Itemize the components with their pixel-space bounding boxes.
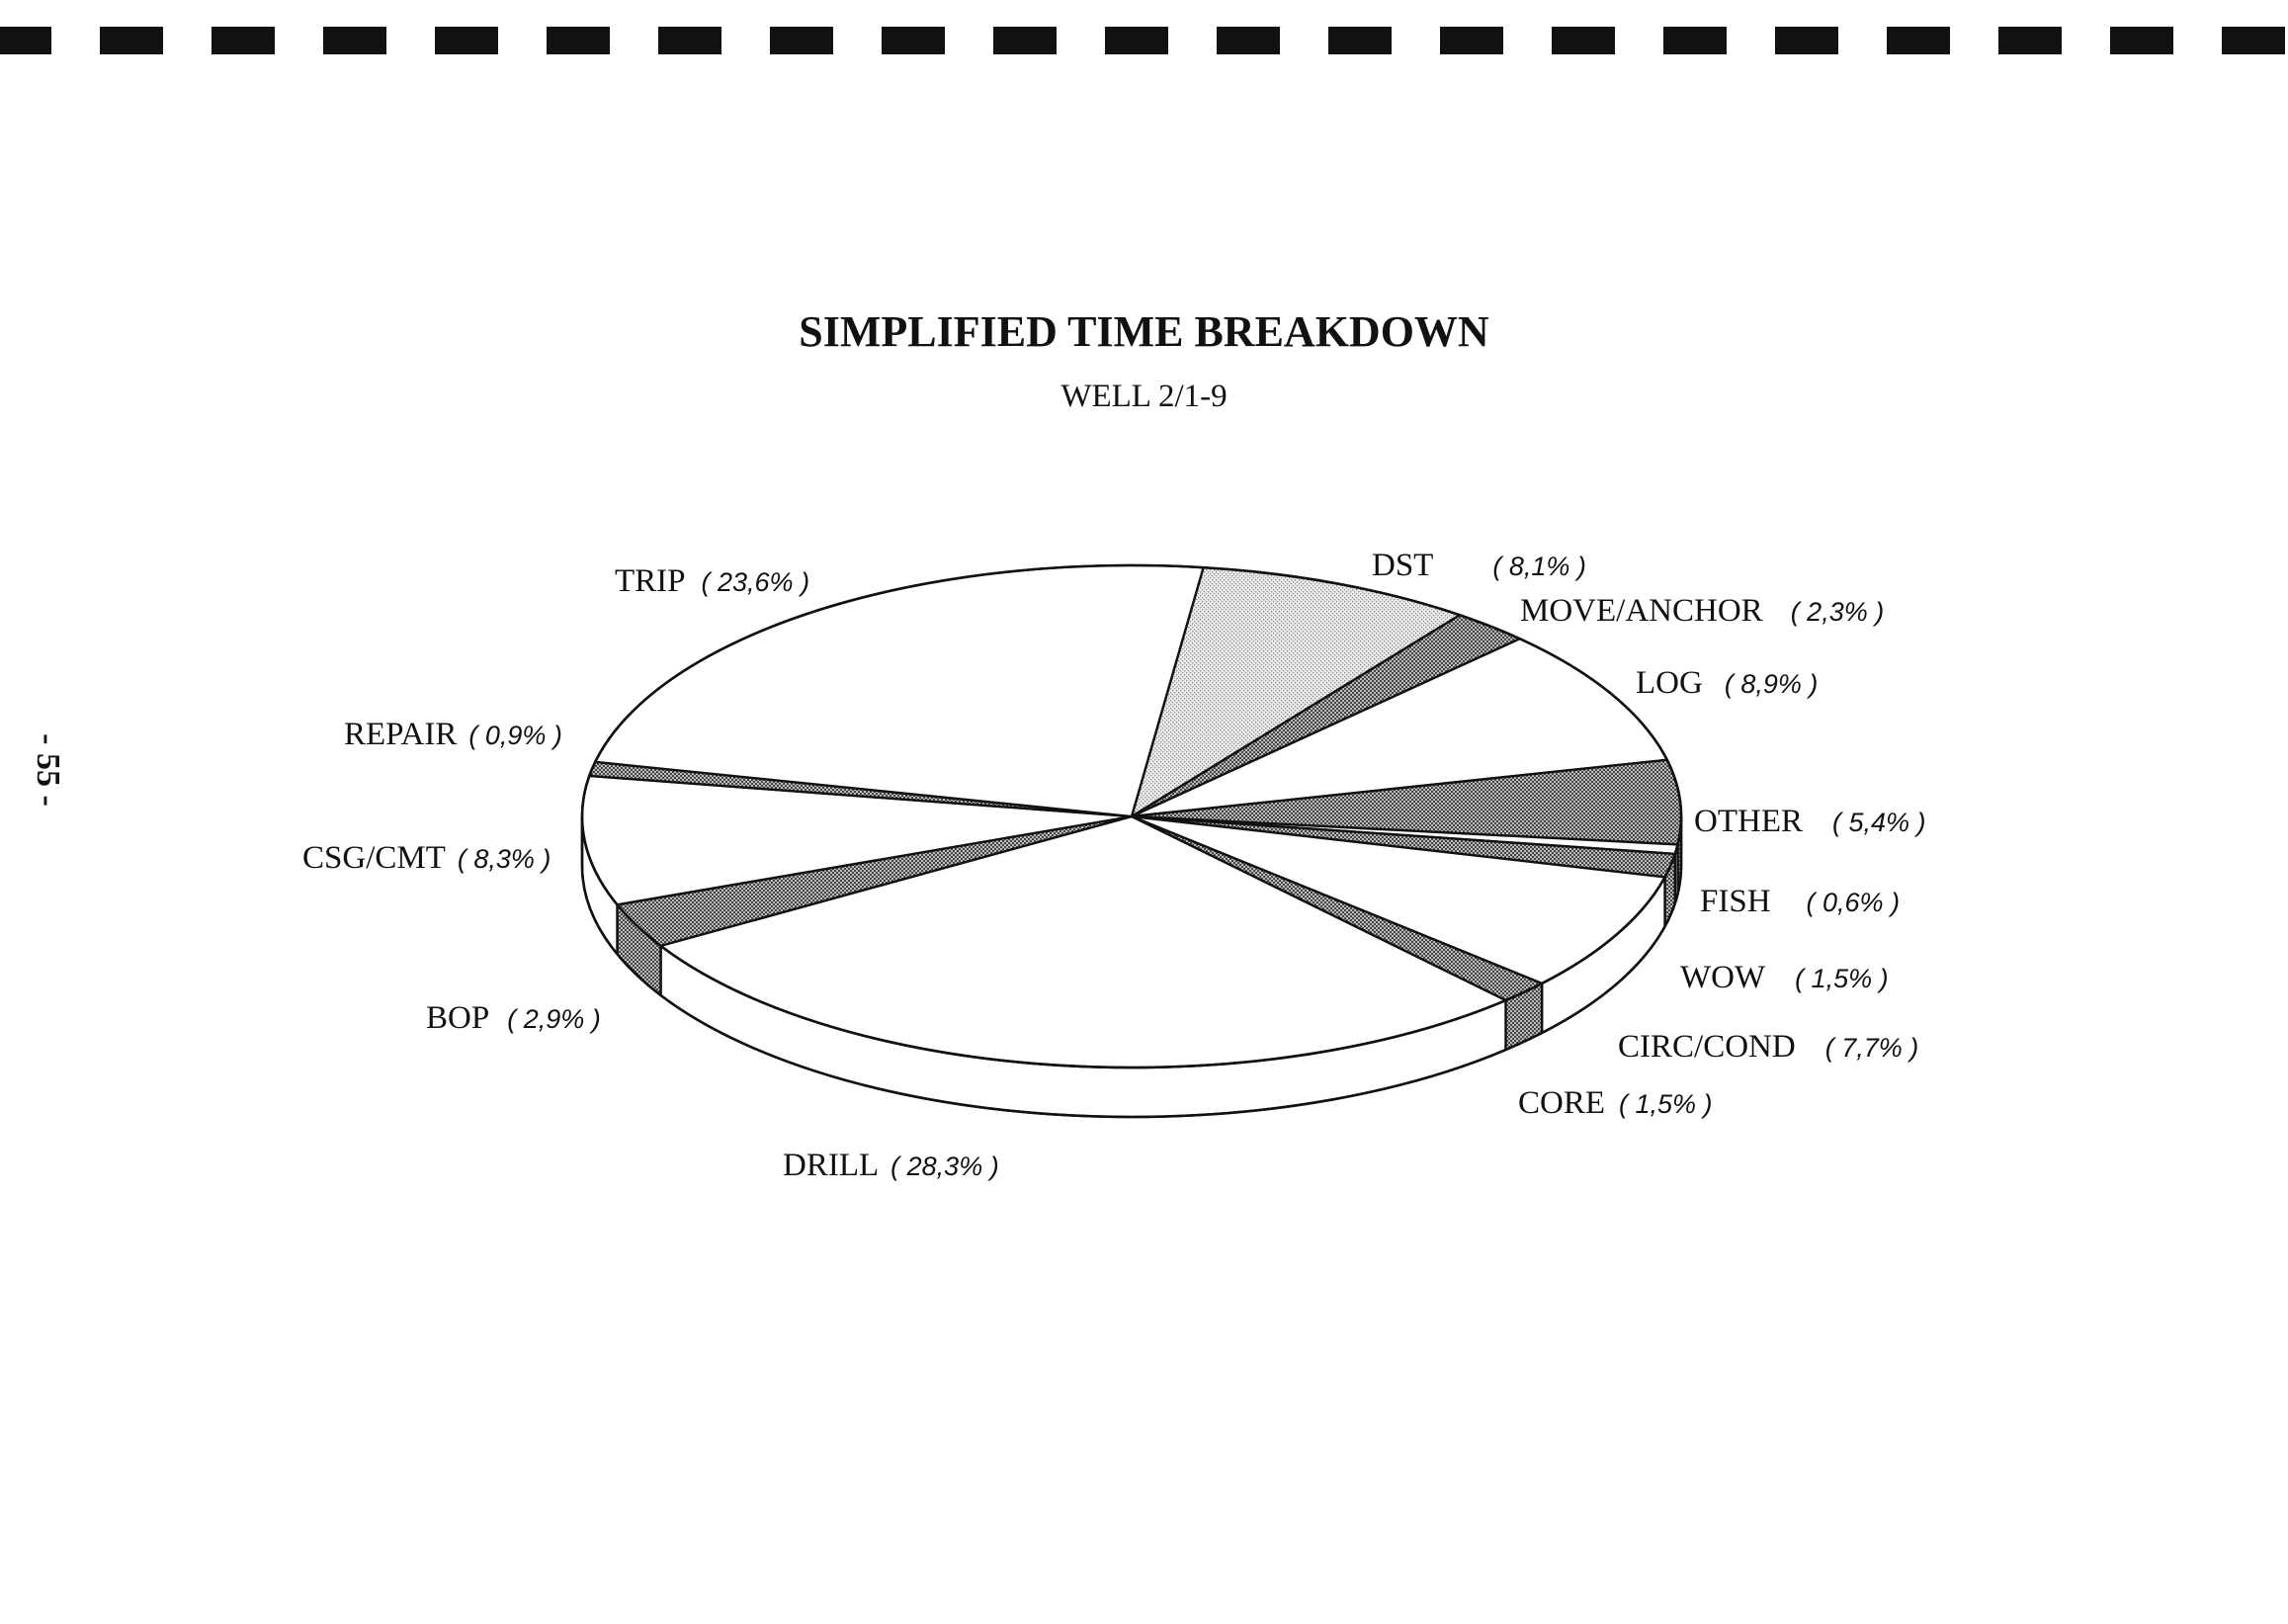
perforation-dash <box>1887 27 1950 54</box>
slice-label-circ-cond: CIRC/COND ( 7,7% ) <box>1618 1029 1918 1065</box>
slice-name: DRILL <box>783 1148 879 1183</box>
perforation-dash <box>1105 27 1168 54</box>
perforation-dash <box>882 27 945 54</box>
perforation-dash <box>0 27 51 54</box>
perforation-dash <box>2110 27 2173 54</box>
perforation-dash <box>658 27 721 54</box>
perforation-dash <box>435 27 498 54</box>
chart-subtitle: WELL 2/1-9 <box>1060 379 1228 414</box>
perforation-dash <box>1217 27 1280 54</box>
slice-name: OTHER <box>1694 804 1803 839</box>
slice-percentage: ( 5,4% ) <box>1832 808 1926 837</box>
slice-label-trip: TRIP ( 23,6% ) <box>615 563 809 599</box>
perforation-dash <box>1440 27 1503 54</box>
perforation-dash <box>1775 27 1838 54</box>
perforation-dash <box>993 27 1057 54</box>
slice-label-log: LOG ( 8,9% ) <box>1636 665 1818 701</box>
perforation-dash <box>1663 27 1727 54</box>
slice-label-bop: BOP ( 2,9% ) <box>426 1000 601 1036</box>
slice-percentage: ( 8,1% ) <box>1492 552 1586 581</box>
slice-name: BOP <box>426 1000 489 1036</box>
slice-percentage: ( 0,9% ) <box>468 721 562 750</box>
slice-percentage: ( 1,5% ) <box>1795 964 1889 993</box>
slice-label-core: CORE ( 1,5% ) <box>1518 1085 1713 1121</box>
slice-name: WOW <box>1680 960 1766 995</box>
perforation-dash <box>100 27 163 54</box>
slice-label-dst: DST ( 8,1% ) <box>1372 548 1586 583</box>
slice-label-repair: REPAIR ( 0,9% ) <box>344 717 562 752</box>
slice-name: CORE <box>1518 1085 1605 1121</box>
slice-percentage: ( 1,5% ) <box>1619 1089 1713 1119</box>
perforation-dash <box>1552 27 1615 54</box>
perforation-dash <box>212 27 275 54</box>
slice-label-other: OTHER ( 5,4% ) <box>1694 804 1926 839</box>
perforation-dash <box>1998 27 2062 54</box>
slice-percentage: ( 7,7% ) <box>1825 1033 1919 1063</box>
perforation-dash <box>1328 27 1392 54</box>
slice-percentage: ( 2,9% ) <box>507 1004 601 1034</box>
slice-label-drill: DRILL ( 28,3% ) <box>783 1148 999 1183</box>
perforation-strip <box>0 0 2288 59</box>
perforation-dash <box>770 27 833 54</box>
slice-name: LOG <box>1636 665 1703 701</box>
slice-label-fish: FISH ( 0,6% ) <box>1700 884 1900 919</box>
pie-rim-outline <box>580 816 1683 1119</box>
slice-percentage: ( 23,6% ) <box>702 567 810 597</box>
chart-title: SIMPLIFIED TIME BREAKDOWN <box>799 307 1489 356</box>
pie-top-outline <box>580 563 1683 1069</box>
slice-name: FISH <box>1700 884 1771 919</box>
slice-name: REPAIR <box>344 717 457 752</box>
slice-percentage: ( 28,3% ) <box>890 1152 999 1181</box>
perforation-dash <box>323 27 386 54</box>
slice-name: MOVE/ANCHOR <box>1520 593 1763 629</box>
slice-label-csg-cmt: CSG/CMT ( 8,3% ) <box>302 840 551 876</box>
slice-name: TRIP <box>615 563 686 599</box>
perforation-dash <box>2222 27 2285 54</box>
slice-percentage: ( 2,3% ) <box>1791 597 1885 627</box>
slice-label-wow: WOW ( 1,5% ) <box>1680 960 1889 995</box>
slice-name: CSG/CMT <box>302 840 446 876</box>
perforation-dash <box>547 27 610 54</box>
slice-name: CIRC/COND <box>1618 1029 1796 1065</box>
slice-percentage: ( 8,9% ) <box>1725 669 1819 699</box>
slice-percentage: ( 8,3% ) <box>458 844 551 874</box>
slice-percentage: ( 0,6% ) <box>1807 888 1901 917</box>
slice-name: DST <box>1372 548 1433 583</box>
slice-label-move-anchor: MOVE/ANCHOR ( 2,3% ) <box>1520 593 1884 629</box>
